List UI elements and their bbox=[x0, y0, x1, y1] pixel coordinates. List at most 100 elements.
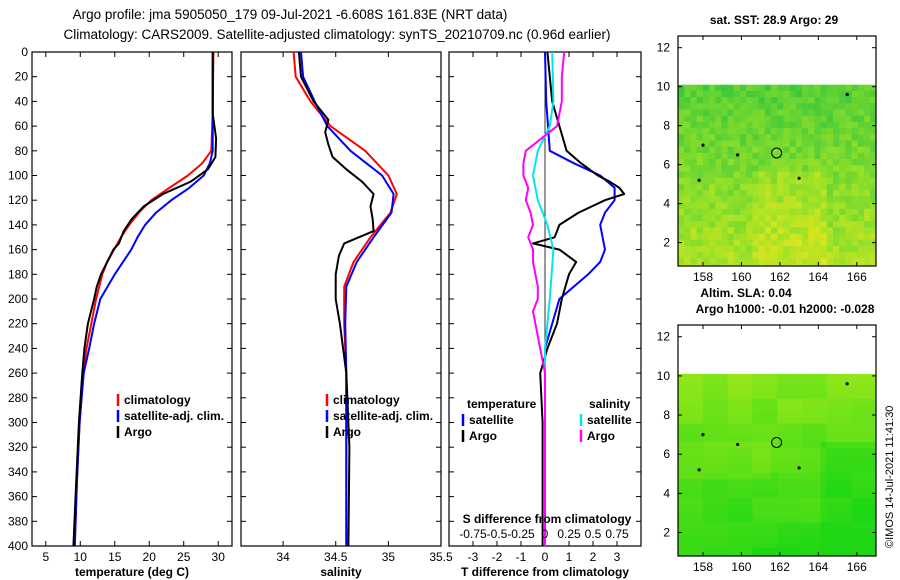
map-cell bbox=[721, 171, 728, 179]
map-cell bbox=[740, 460, 747, 468]
map-cell bbox=[783, 90, 790, 98]
map-cell bbox=[758, 547, 766, 555]
map-cell bbox=[814, 535, 821, 542]
map-cell bbox=[820, 454, 828, 462]
series-salinity-argo-line bbox=[522, 51, 566, 546]
map-cell bbox=[802, 541, 809, 548]
map-cell bbox=[864, 183, 871, 191]
map-cell bbox=[795, 208, 803, 216]
map-cell bbox=[740, 109, 747, 117]
map-cell bbox=[678, 214, 685, 222]
map-cell bbox=[709, 183, 716, 191]
map-cell bbox=[740, 535, 747, 542]
map-cell bbox=[789, 516, 797, 524]
map-cell bbox=[820, 541, 828, 548]
map-cell bbox=[802, 553, 809, 557]
map-cell bbox=[733, 245, 741, 253]
map-cell bbox=[802, 258, 809, 265]
map-cell bbox=[758, 245, 766, 253]
map-cell bbox=[814, 115, 821, 123]
map-cell bbox=[820, 417, 828, 424]
map-cell bbox=[783, 245, 790, 253]
y-tick-label: 6 bbox=[663, 158, 670, 172]
map-cell bbox=[783, 109, 790, 117]
map-cell bbox=[721, 485, 728, 493]
map-cell bbox=[733, 171, 741, 179]
map-cell bbox=[696, 183, 704, 191]
map-cell bbox=[808, 454, 815, 462]
map-cell bbox=[820, 429, 828, 437]
map-cell bbox=[758, 171, 766, 179]
map-cell bbox=[721, 239, 728, 247]
map-cell bbox=[845, 547, 852, 555]
map-cell bbox=[814, 258, 821, 265]
map-cell bbox=[777, 522, 784, 530]
map-cell bbox=[740, 165, 747, 172]
map-cell bbox=[777, 190, 784, 197]
map-cell bbox=[814, 404, 821, 412]
map-cell bbox=[721, 233, 728, 241]
map-cell bbox=[777, 541, 784, 548]
map-cell bbox=[833, 497, 840, 505]
map-cell bbox=[789, 177, 797, 185]
map-cell bbox=[833, 466, 840, 474]
map-cell bbox=[758, 84, 766, 92]
map-cell bbox=[795, 258, 803, 265]
map-cell bbox=[870, 417, 877, 424]
map-cell bbox=[684, 202, 691, 210]
map-cell bbox=[839, 373, 846, 381]
map-cell bbox=[845, 454, 852, 462]
map-cell bbox=[808, 404, 815, 412]
map-cell bbox=[789, 504, 797, 511]
map-cell bbox=[740, 392, 747, 400]
map-cell bbox=[678, 380, 685, 387]
map-cell bbox=[826, 535, 834, 542]
map-cell bbox=[702, 221, 710, 228]
map-cell bbox=[808, 227, 815, 234]
map-cell bbox=[795, 202, 803, 210]
map-cell bbox=[690, 398, 697, 406]
map-cell bbox=[740, 171, 747, 179]
s-tick-label: -0.25 bbox=[507, 527, 535, 541]
map-cell bbox=[870, 190, 877, 197]
map-cell bbox=[702, 159, 710, 166]
map-cell bbox=[727, 553, 735, 557]
map-cell bbox=[752, 497, 759, 505]
map-cell bbox=[721, 202, 728, 210]
map-cell bbox=[696, 239, 704, 247]
map-cell bbox=[851, 473, 859, 480]
map-cell bbox=[864, 504, 871, 511]
map-cell bbox=[715, 553, 722, 557]
map-cell bbox=[715, 208, 722, 216]
map-cell bbox=[733, 411, 741, 418]
map-cell bbox=[702, 553, 710, 557]
map-cell bbox=[870, 152, 877, 160]
map-cell bbox=[702, 214, 710, 222]
map-cell bbox=[845, 373, 852, 381]
map-cell bbox=[833, 485, 840, 493]
map-cell bbox=[758, 404, 766, 412]
map-cell bbox=[727, 196, 735, 203]
map-cell bbox=[820, 404, 828, 412]
map-cell bbox=[808, 183, 815, 191]
map-cell bbox=[684, 411, 691, 418]
map-cell bbox=[733, 448, 741, 455]
map-cell bbox=[783, 140, 790, 148]
map-cell bbox=[764, 547, 772, 555]
map-cell bbox=[752, 128, 759, 135]
map-cell bbox=[684, 535, 691, 542]
map-cell bbox=[740, 510, 747, 517]
map-cell bbox=[752, 491, 759, 499]
map-cell bbox=[696, 208, 704, 216]
map-cell bbox=[864, 146, 871, 154]
map-cell bbox=[678, 258, 685, 265]
map-cell bbox=[870, 245, 877, 253]
map-cell bbox=[715, 140, 722, 148]
map-cell bbox=[684, 252, 691, 259]
map-cell bbox=[808, 485, 815, 493]
map-cell bbox=[702, 547, 710, 555]
map-cell bbox=[690, 404, 697, 412]
map-cell bbox=[845, 109, 852, 117]
map-cell bbox=[789, 553, 797, 557]
map-cell bbox=[727, 473, 735, 480]
